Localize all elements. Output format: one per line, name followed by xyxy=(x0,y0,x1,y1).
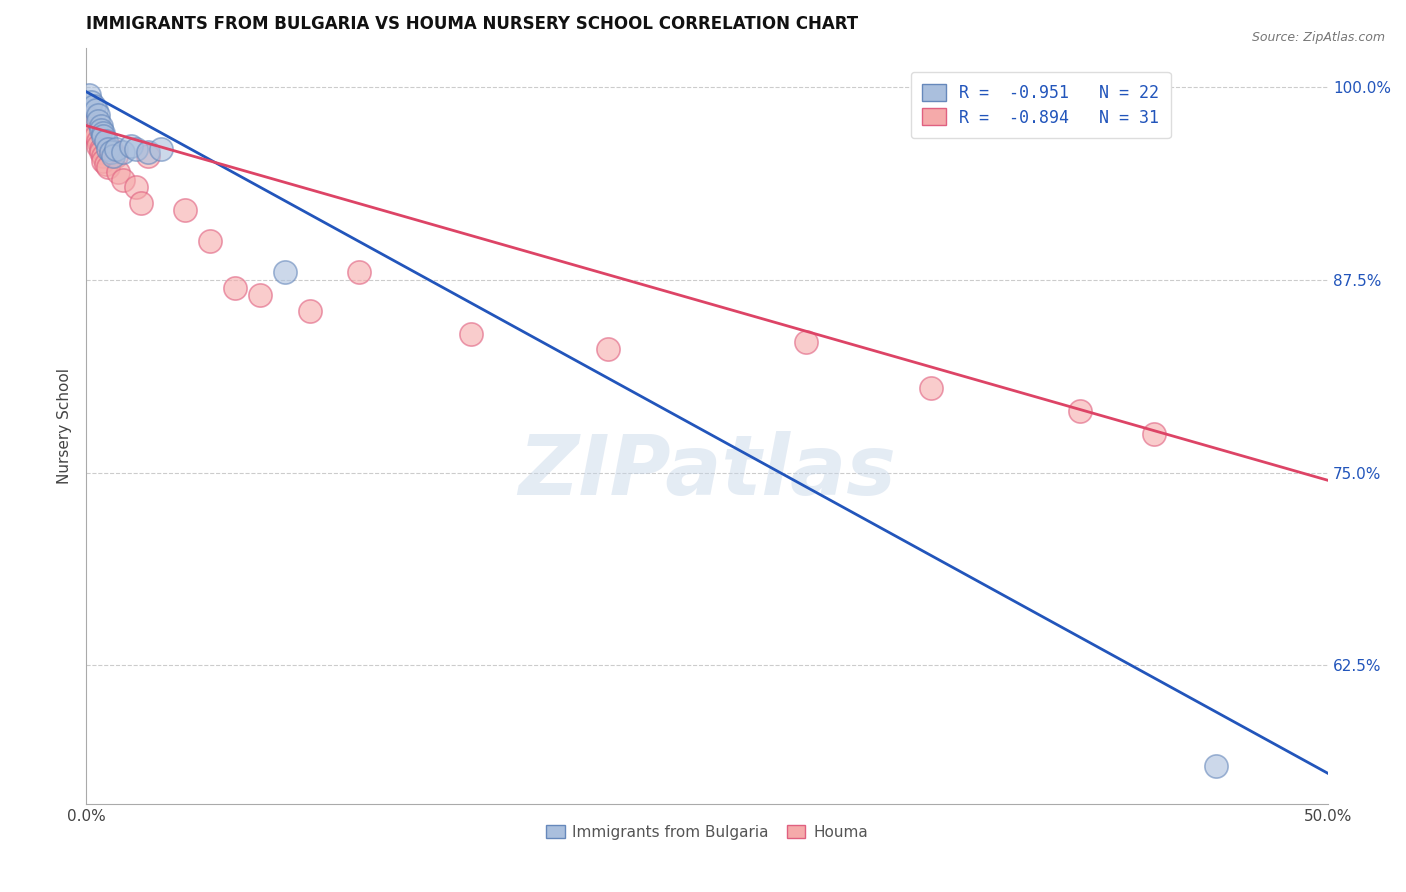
Point xyxy=(87,138,110,153)
Point xyxy=(103,149,125,163)
Point xyxy=(274,265,297,279)
Point xyxy=(125,142,148,156)
Point xyxy=(93,126,115,140)
Point xyxy=(249,288,271,302)
Point xyxy=(112,145,135,159)
Point xyxy=(77,87,100,102)
Point xyxy=(200,234,222,248)
Point xyxy=(94,134,117,148)
Point xyxy=(104,149,127,163)
Point xyxy=(1205,758,1227,772)
Point xyxy=(920,381,942,395)
Point xyxy=(174,203,197,218)
Point xyxy=(596,343,619,357)
Point xyxy=(796,334,818,349)
Point xyxy=(94,157,117,171)
Point xyxy=(77,111,100,125)
Point xyxy=(1143,427,1166,442)
Point xyxy=(90,142,112,156)
Point xyxy=(1069,404,1091,418)
Text: IMMIGRANTS FROM BULGARIA VS HOUMA NURSERY SCHOOL CORRELATION CHART: IMMIGRANTS FROM BULGARIA VS HOUMA NURSER… xyxy=(86,15,858,33)
Point xyxy=(100,145,122,159)
Point xyxy=(83,98,105,112)
Point xyxy=(136,149,159,163)
Y-axis label: Nursery School: Nursery School xyxy=(58,368,72,484)
Point xyxy=(107,165,129,179)
Point xyxy=(87,108,110,122)
Text: ZIPatlas: ZIPatlas xyxy=(519,431,896,512)
Point xyxy=(84,103,107,117)
Point xyxy=(84,129,107,144)
Point xyxy=(298,303,321,318)
Point xyxy=(224,280,246,294)
Point xyxy=(120,138,142,153)
Point xyxy=(87,114,110,128)
Point xyxy=(129,195,152,210)
Point xyxy=(90,145,112,159)
Point xyxy=(349,265,371,279)
Point xyxy=(80,95,103,110)
Point xyxy=(460,326,482,341)
Point xyxy=(83,126,105,140)
Point xyxy=(90,119,112,133)
Point xyxy=(93,129,115,144)
Point xyxy=(87,134,110,148)
Point xyxy=(80,119,103,133)
Point xyxy=(136,145,159,159)
Point xyxy=(93,154,115,169)
Point xyxy=(100,142,122,156)
Legend: Immigrants from Bulgaria, Houma: Immigrants from Bulgaria, Houma xyxy=(540,819,875,846)
Point xyxy=(125,180,148,194)
Point xyxy=(149,142,172,156)
Point xyxy=(90,123,112,137)
Point xyxy=(97,160,120,174)
Point xyxy=(97,142,120,156)
Point xyxy=(104,142,127,156)
Text: Source: ZipAtlas.com: Source: ZipAtlas.com xyxy=(1251,31,1385,45)
Point xyxy=(93,149,115,163)
Point xyxy=(112,172,135,186)
